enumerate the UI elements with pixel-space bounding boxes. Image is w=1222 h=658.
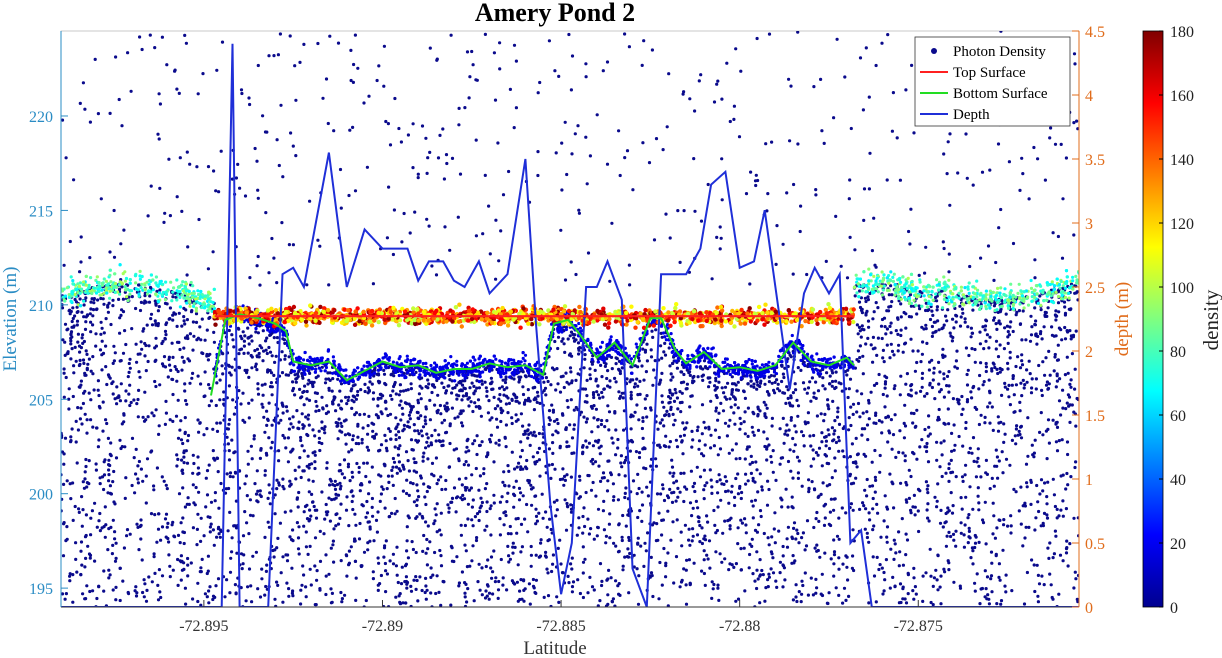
y-axis-right: 0 0.5 1 1.5 2 2.5 3 3.5 4 4.5 xyxy=(1072,24,1105,617)
y-right-tick-label: 4.5 xyxy=(1085,24,1105,41)
legend-entry-depth: Depth xyxy=(953,107,990,123)
colorbar-tick-label: 0 xyxy=(1170,600,1178,617)
legend-entry-bottom-surface: Bottom Surface xyxy=(953,86,1048,102)
y-left-tick-label: 210 xyxy=(29,298,53,315)
y-right-tick-label: 1 xyxy=(1085,472,1093,489)
series-depth-line xyxy=(61,43,1079,607)
legend-entry-photon-density: Photon Density xyxy=(953,44,1046,60)
y-left-tick-label: 195 xyxy=(29,581,53,598)
colorbar-tick-label: 100 xyxy=(1170,280,1194,297)
line-layer xyxy=(61,43,1079,607)
colorbar-tick-label: 180 xyxy=(1170,24,1194,41)
colorbar-tick-label: 160 xyxy=(1170,88,1194,105)
series-bottom-surface-line xyxy=(210,313,855,396)
y-right-tick-label: 0.5 xyxy=(1085,536,1105,553)
colorbar-tick-label: 140 xyxy=(1170,152,1194,169)
colorbar-tick-label: 40 xyxy=(1170,472,1186,489)
legend-photon-marker xyxy=(931,48,937,54)
y-right-tick-label: 4 xyxy=(1085,88,1093,105)
colorbar-gradient xyxy=(1142,30,1164,608)
y-left-tick-label: 215 xyxy=(29,203,53,220)
y-left-tick-label: 220 xyxy=(29,109,53,126)
x-tick-label: -72.895 xyxy=(179,618,228,635)
y-right-tick-label: 3 xyxy=(1085,216,1093,233)
y-axis-right-label: depth (m) xyxy=(1112,282,1133,356)
colorbar-tick-label: 120 xyxy=(1170,216,1194,233)
y-right-tick-label: 1.5 xyxy=(1085,408,1105,425)
legend: Photon Density Top Surface Bottom Surfac… xyxy=(914,36,1071,127)
colorbar-ticks: 0 20 40 60 80 100 120 140 160 180 xyxy=(1159,24,1194,617)
y-right-tick-label: 2.5 xyxy=(1085,280,1105,297)
y-right-tick-label: 3.5 xyxy=(1085,152,1105,169)
legend-entry-top-surface: Top Surface xyxy=(953,65,1026,81)
x-axis: -72.895 -72.89 -72.885 -72.88 -72.875 xyxy=(61,600,1079,635)
colorbar-tick-label: 20 xyxy=(1170,536,1186,553)
colorbar-tick-label: 80 xyxy=(1170,344,1186,361)
y-axis-left: 195 200 205 210 215 220 xyxy=(29,31,68,607)
x-axis-label: Latitude xyxy=(523,638,586,658)
x-tick-label: -72.89 xyxy=(362,618,403,635)
x-tick-label: -72.88 xyxy=(719,618,760,635)
x-tick-label: -72.875 xyxy=(894,618,943,635)
y-left-tick-label: 205 xyxy=(29,392,53,409)
x-tick-label: -72.885 xyxy=(536,618,585,635)
y-axis-left-label: Elevation (m) xyxy=(0,267,21,372)
y-right-tick-label: 2 xyxy=(1085,344,1093,361)
colorbar: 0 20 40 60 80 100 120 140 160 180 density xyxy=(1142,24,1222,617)
colorbar-tick-label: 60 xyxy=(1170,408,1186,425)
legend-box xyxy=(914,36,1071,127)
chart-title: Amery Pond 2 xyxy=(475,0,635,27)
colorbar-label: density xyxy=(1199,289,1222,350)
y-right-tick-label: 0 xyxy=(1085,600,1093,617)
y-left-tick-label: 200 xyxy=(29,487,53,504)
